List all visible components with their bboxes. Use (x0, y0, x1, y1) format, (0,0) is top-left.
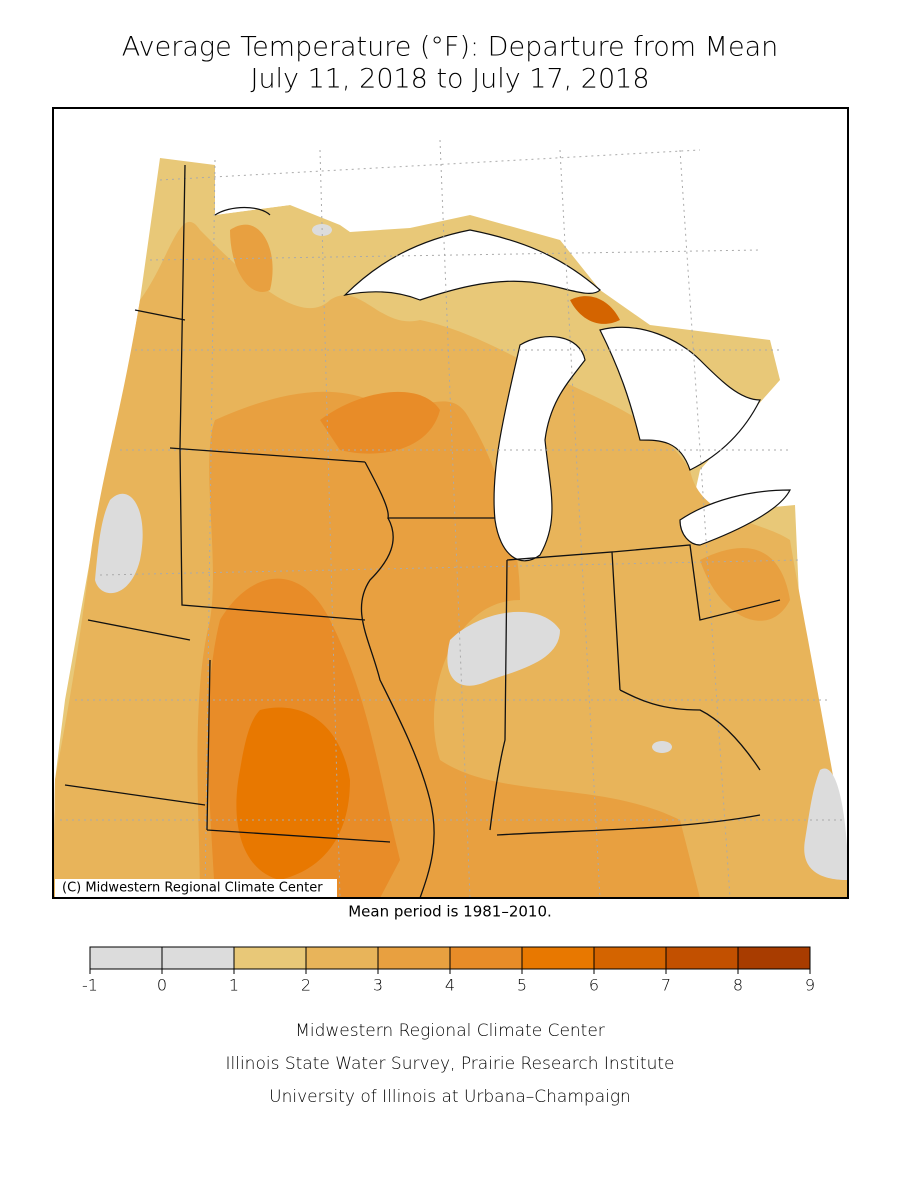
note: Mean period is 1981–2010. (348, 903, 552, 921)
credit: (C) Midwestern Regional Climate Center (62, 881, 323, 896)
legend-bin (305, 946, 379, 970)
legend-tick-label: 9 (805, 976, 815, 995)
legend-tick-label: 8 (733, 976, 743, 995)
state-borders (64, 164, 781, 899)
legend-bin (593, 946, 667, 970)
footer-line: Midwestern Regional Climate Center (295, 1021, 605, 1041)
legend-tick-label: 2 (301, 976, 311, 995)
legend-bin (521, 946, 595, 970)
graticule (60, 139, 845, 899)
legend-bin (233, 946, 307, 970)
footer-line: University of Illinois at Urbana–Champai… (269, 1087, 631, 1107)
map-frame (52, 107, 849, 899)
legend: -1 0 1 2 3 4 5 6 7 8 9 (82, 946, 815, 995)
legend-tick-label: 1 (229, 976, 239, 995)
legend-bin (737, 946, 811, 970)
legend-tick-label: -1 (82, 976, 98, 995)
legend-bin (449, 946, 523, 970)
legend-tick-label: 4 (445, 976, 455, 995)
footer-line: Illinois State Water Survey, Prairie Res… (226, 1054, 675, 1074)
shading (53, 221, 848, 898)
title-line: Average Temperature (°F): Departure from… (122, 32, 778, 63)
lakes (214, 165, 791, 562)
legend-bin (161, 946, 235, 970)
legend-bin (377, 946, 451, 970)
legend-tick-label: 0 (157, 976, 167, 995)
credit-box (55, 879, 337, 897)
legend-tick-label: 3 (373, 976, 383, 995)
legend-tick-label: 6 (589, 976, 599, 995)
map: (C) Midwestern Regional Climate Center (52, 107, 849, 899)
legend-tick-label: 5 (517, 976, 527, 995)
legend-bin (89, 946, 163, 970)
legend-tick-label: 7 (661, 976, 671, 995)
legend-bin (665, 946, 739, 970)
title-line: July 11, 2018 to July 17, 2018 (250, 64, 649, 95)
